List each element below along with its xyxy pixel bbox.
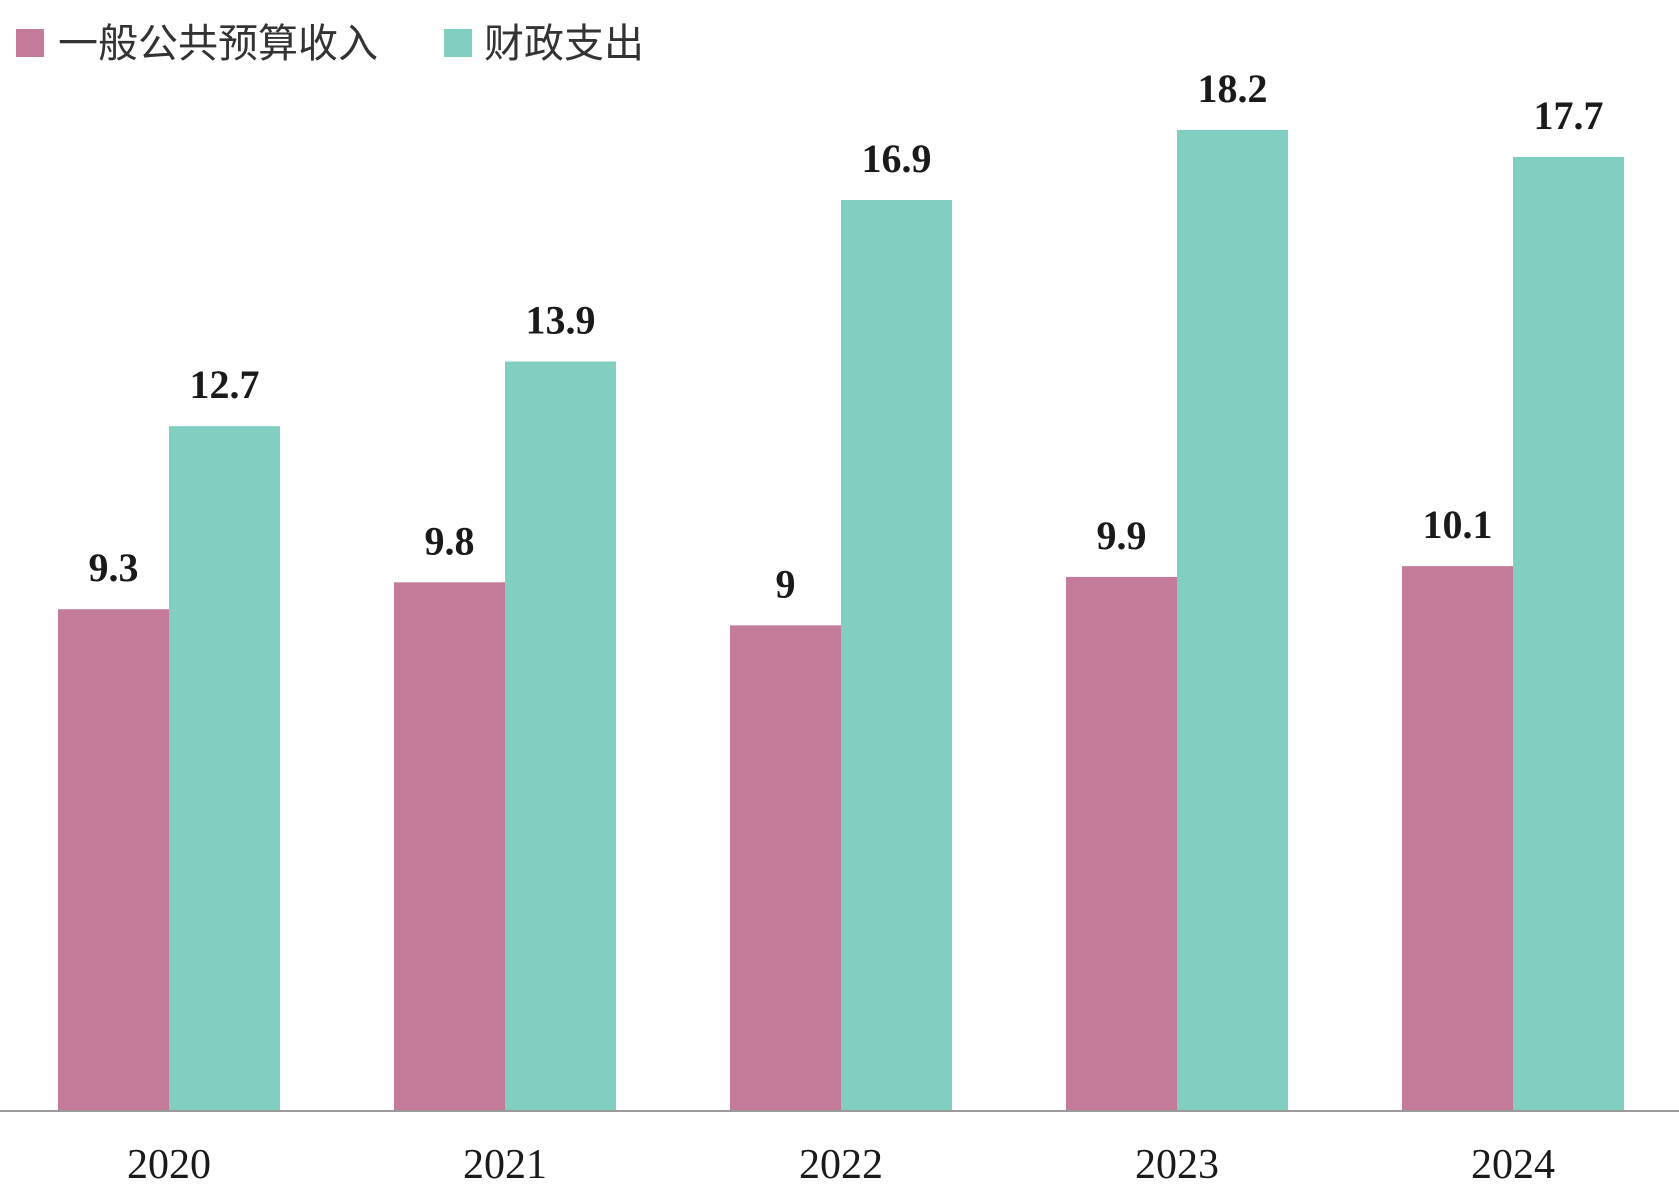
x-tick-label-2022: 2022 (799, 1142, 883, 1188)
bar-2021-series-2 (505, 361, 616, 1110)
bar-2020-series-1 (58, 609, 169, 1110)
value-label-2024-series-2: 17.7 (1534, 93, 1604, 138)
bars (58, 130, 1624, 1111)
x-tick-label-2023: 2023 (1135, 1142, 1219, 1188)
value-labels: 9.3 12.7 9.8 13.9 9 16.9 9.9 18.2 10.1 17.7 (89, 66, 1604, 606)
bar-2023-series-2 (1177, 130, 1288, 1110)
value-label-2021-series-2: 13.9 (526, 298, 596, 343)
legend-label-1: 一般公共预算收入 (58, 21, 378, 67)
x-tick-label-2021: 2021 (463, 1142, 547, 1188)
bar-2021-series-1 (394, 582, 505, 1110)
bar-2022-series-2 (841, 200, 952, 1110)
x-tick-label-2024: 2024 (1471, 1142, 1555, 1188)
value-label-2022-series-2: 16.9 (862, 136, 932, 181)
legend-swatch-1 (16, 29, 44, 57)
value-label-2024-series-1: 10.1 (1423, 502, 1493, 547)
bar-2022-series-1 (730, 625, 841, 1110)
value-label-2020-series-1: 9.3 (89, 545, 139, 590)
legend: 一般公共预算收入 财政支出 (16, 21, 644, 67)
legend-label-2: 财政支出 (484, 21, 644, 67)
value-label-2021-series-1: 9.8 (425, 518, 475, 563)
x-tick-label-2020: 2020 (127, 1142, 211, 1188)
bar-2024-series-2 (1513, 156, 1624, 1110)
bar-2023-series-1 (1066, 576, 1177, 1110)
bar-2024-series-1 (1402, 566, 1513, 1110)
value-label-2020-series-2: 12.7 (190, 362, 260, 407)
legend-swatch-2 (444, 29, 472, 57)
value-label-2022-series-1: 9 (776, 561, 796, 606)
x-axis-tick-labels: 2020 2021 2022 2023 2024 (127, 1142, 1555, 1188)
bar-2020-series-2 (169, 426, 280, 1111)
value-label-2023-series-1: 9.9 (1097, 513, 1147, 558)
value-label-2023-series-2: 18.2 (1198, 66, 1268, 111)
